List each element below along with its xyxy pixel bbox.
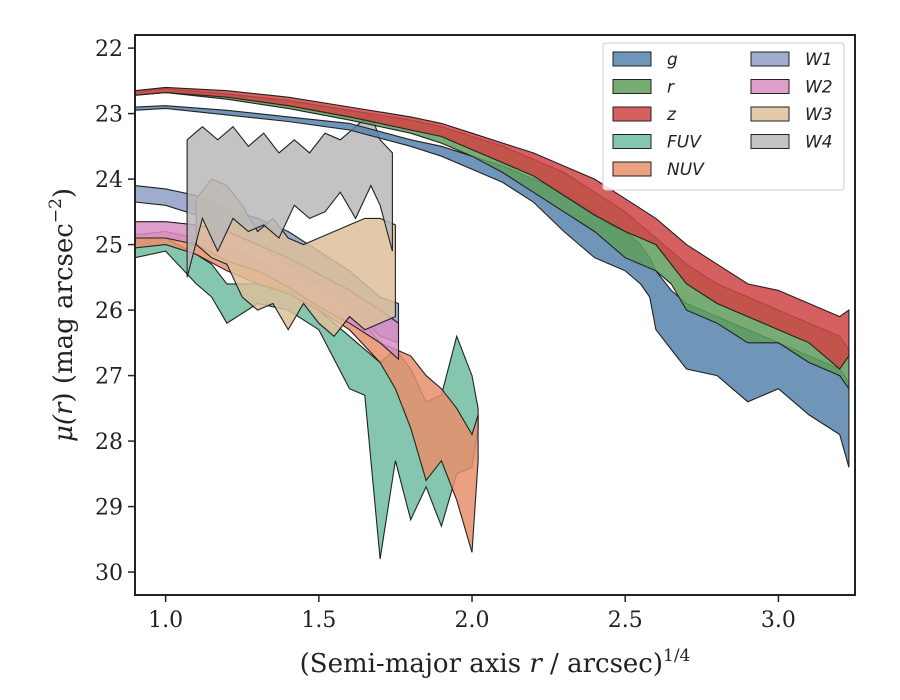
legend-label-w2: W2 — [805, 78, 833, 98]
x-tick-label: 1.5 — [301, 608, 336, 633]
legend-swatch-w4 — [750, 134, 790, 149]
x-tick-label: 1.0 — [148, 608, 183, 633]
x-tick-label: 2.0 — [455, 608, 490, 633]
y-tick-label: 27 — [95, 365, 123, 390]
band-w4 — [186, 112, 393, 278]
legend-label-r: r — [667, 78, 675, 98]
legend-swatch-g — [612, 51, 652, 67]
plot-frame — [134, 34, 856, 596]
legend-label-w3: W3 — [805, 105, 833, 125]
legend-swatch-nuv — [612, 161, 652, 177]
x-axis-label: (Semi-major axis r / arcsec)1/4 — [300, 646, 691, 679]
legend-swatch-w3 — [750, 106, 790, 122]
x-tick-label: 3.0 — [761, 608, 796, 633]
legend-label-fuv: FUV — [667, 133, 702, 153]
legend-label-g: g — [667, 50, 678, 70]
y-axis-label: μ(r) (mag arcsec−2) — [46, 188, 79, 442]
band-z — [134, 86, 850, 370]
y-tick-label: 30 — [95, 561, 123, 586]
legend-label-w4: W4 — [805, 133, 833, 153]
x-tick-label: 2.5 — [608, 608, 643, 633]
legend-swatch-r — [612, 79, 652, 94]
legend-swatch-w2 — [750, 79, 790, 94]
y-tick-label: 22 — [95, 37, 123, 62]
y-tick-label: 24 — [95, 168, 123, 193]
legend-label-nuv: NUV — [667, 160, 705, 180]
legend-swatch-w1 — [750, 51, 790, 67]
y-tick-label: 25 — [95, 234, 123, 259]
x-axis-ticks: 1.0 1.5 2.0 2.5 3.0 — [148, 595, 796, 633]
legend-label-z: z — [666, 105, 677, 125]
y-tick-label: 28 — [95, 430, 123, 455]
legend-swatch-fuv — [612, 134, 652, 149]
profile-bands — [134, 86, 850, 560]
y-tick-label: 29 — [95, 496, 123, 521]
legend-label-w1: W1 — [805, 50, 833, 70]
y-tick-label: 23 — [95, 103, 123, 128]
y-axis-ticks: 22 23 24 25 26 27 28 29 30 — [95, 37, 135, 586]
legend-swatch-z — [612, 106, 652, 122]
y-tick-label: 26 — [95, 299, 123, 324]
legend: grz FUV NUV W1 W2 W3 W4 — [602, 42, 845, 191]
